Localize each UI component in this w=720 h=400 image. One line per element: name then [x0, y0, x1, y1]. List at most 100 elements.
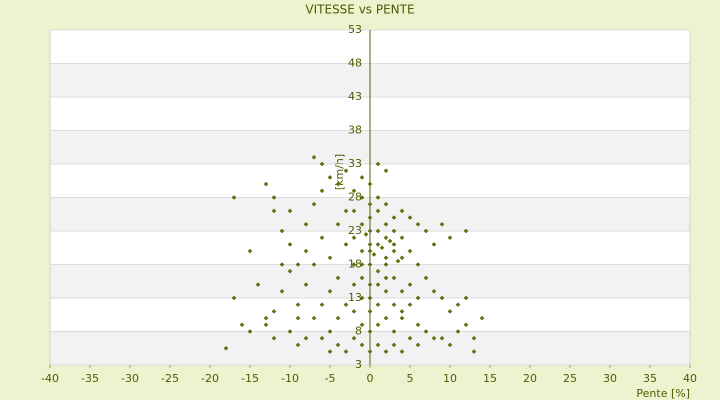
scatter-point	[455, 329, 461, 334]
scatter-point	[351, 235, 357, 241]
scatter-point	[375, 242, 381, 247]
scatter-point	[391, 329, 397, 334]
scatter-point	[295, 342, 301, 348]
scatter-point	[263, 315, 269, 321]
scatter-point	[351, 335, 357, 341]
scatter-point	[351, 188, 357, 194]
scatter-point	[311, 315, 317, 321]
scatter-point	[367, 262, 373, 267]
scatter-point	[367, 242, 373, 247]
scatter-point	[351, 282, 357, 287]
x-tick-label: -20	[201, 372, 219, 385]
scatter-point	[359, 275, 365, 281]
scatter-point	[471, 335, 477, 341]
scatter-point	[415, 342, 421, 348]
x-tick-label: 30	[603, 372, 617, 385]
scatter-point	[327, 175, 333, 180]
scatter-point	[383, 275, 389, 281]
scatter-point	[399, 235, 405, 241]
scatter-point	[375, 195, 381, 200]
scatter-point	[439, 335, 445, 341]
scatter-point	[383, 201, 389, 207]
scatter-point	[415, 322, 421, 328]
scatter-point	[295, 262, 301, 267]
scatter-point	[223, 345, 229, 351]
scatter-point	[359, 195, 365, 200]
scatter-point	[359, 342, 365, 348]
scatter-point	[407, 215, 413, 220]
scatter-point	[279, 228, 285, 234]
scatter-point	[391, 215, 397, 220]
scatter-point	[399, 255, 405, 261]
scatter-point	[383, 349, 389, 354]
scatter-point	[351, 262, 357, 267]
scatter-point	[271, 208, 277, 214]
scatter-point	[327, 349, 333, 354]
scatter-point	[431, 242, 437, 247]
scatter-point	[319, 302, 325, 308]
scatter-point	[367, 228, 373, 234]
scatter-point	[367, 215, 373, 220]
scatter-point	[375, 302, 381, 308]
scatter-point	[447, 309, 453, 314]
scatter-point	[327, 288, 333, 294]
scatter-point	[415, 262, 421, 267]
scatter-point	[287, 242, 293, 247]
scatter-point	[303, 248, 309, 254]
scatter-point	[359, 221, 365, 227]
scatter-point	[343, 302, 349, 308]
scatter-point	[231, 295, 237, 301]
y-tick-label: 48	[348, 57, 362, 70]
x-tick-label: -30	[121, 372, 139, 385]
scatter-point	[263, 181, 269, 187]
scatter-point	[367, 201, 373, 207]
scatter-point	[371, 252, 377, 257]
scatter-point	[319, 161, 325, 167]
scatter-point	[387, 238, 393, 244]
scatter-point	[343, 208, 349, 214]
y-axis-label: [km/h]	[333, 154, 346, 190]
scatter-point	[415, 295, 421, 301]
scatter-point	[471, 349, 477, 354]
scatter-point	[391, 242, 397, 247]
scatter-point	[367, 349, 373, 354]
scatter-point	[399, 208, 405, 214]
scatter-point	[343, 168, 349, 174]
scatter-point	[311, 154, 317, 160]
scatter-point	[463, 322, 469, 328]
scatter-point	[343, 242, 349, 247]
x-tick-label: 5	[407, 372, 414, 385]
scatter-point	[335, 315, 341, 321]
scatter-point	[367, 329, 373, 334]
scatter-point	[375, 208, 381, 214]
scatter-point	[359, 322, 365, 328]
scatter-point	[383, 255, 389, 261]
scatter-point	[367, 295, 373, 301]
scatter-point	[423, 275, 429, 281]
scatter-point	[279, 288, 285, 294]
scatter-point	[395, 258, 401, 264]
scatter-point	[319, 235, 325, 241]
scatter-point	[375, 342, 381, 348]
scatter-point	[319, 335, 325, 341]
scatter-point	[391, 342, 397, 348]
scatter-point	[255, 282, 261, 287]
scatter-point	[271, 335, 277, 341]
y-tick-label: 38	[348, 124, 362, 137]
scatter-point	[431, 335, 437, 341]
scatter-point	[447, 235, 453, 241]
scatter-point	[407, 282, 413, 287]
scatter-point	[391, 248, 397, 254]
scatter-point	[391, 275, 397, 281]
x-tick-label: 10	[443, 372, 457, 385]
scatter-point	[303, 282, 309, 287]
scatter-point	[359, 295, 365, 301]
scatter-point	[335, 275, 341, 281]
scatter-point	[407, 302, 413, 308]
scatter-point	[287, 208, 293, 214]
x-tick-label: 0	[367, 372, 374, 385]
x-tick-label: -35	[81, 372, 99, 385]
y-tick-label: 8	[355, 325, 362, 338]
scatter-point	[423, 228, 429, 234]
scatter-point	[455, 302, 461, 308]
